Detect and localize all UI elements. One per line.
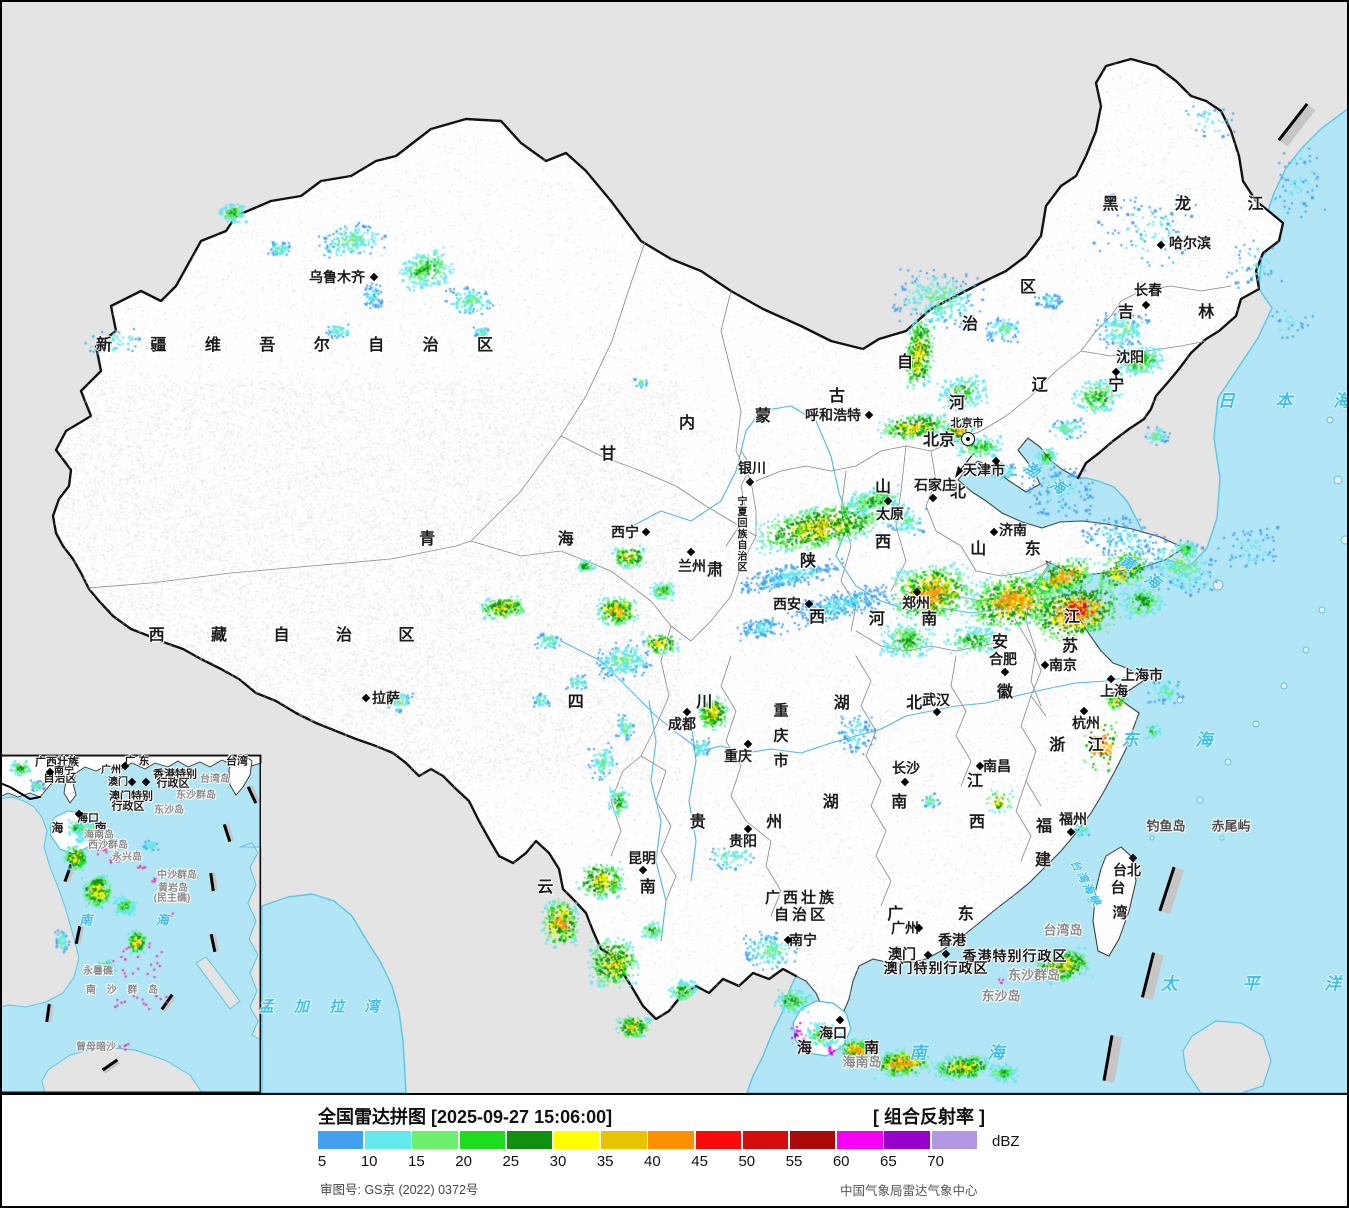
- palette-segment: [884, 1131, 930, 1149]
- palette-tick: 60: [832, 1153, 850, 1170]
- legend-panel: 全国雷达拼图 [2025-09-27 15:06:00] [ 组合反射率 ] d…: [0, 1093, 1349, 1208]
- palette-segment: [601, 1131, 647, 1149]
- palette-segment: [365, 1131, 411, 1149]
- palette-tick: 70: [927, 1153, 944, 1170]
- palette-segment: [837, 1131, 883, 1149]
- palette-tick: 35: [596, 1153, 614, 1170]
- palette-segment: [790, 1131, 836, 1149]
- palette-segment: [931, 1131, 977, 1149]
- product-name-label: [ 组合反射率 ]: [873, 1107, 985, 1127]
- palette-tick: 5: [317, 1153, 327, 1170]
- palette-segment: [459, 1131, 505, 1149]
- palette-bar: [318, 1131, 979, 1149]
- map-title: 全国雷达拼图 [2025-09-27 15:06:00]: [318, 1107, 613, 1127]
- palette-segment: [412, 1131, 458, 1149]
- palette-tick: 25: [502, 1153, 520, 1170]
- palette-tick: 30: [549, 1153, 567, 1170]
- palette-segment: [554, 1131, 600, 1149]
- radar-mosaic-map: 黑 龙 江吉 林辽 宁内蒙古自治区河北山西山 东河 南江苏安徽浙 江江西福建湖 …: [0, 0, 1349, 1093]
- palette-tick: 20: [455, 1153, 472, 1170]
- palette-unit-label: dBZ: [992, 1133, 1020, 1150]
- palette-tick: 45: [691, 1153, 708, 1170]
- palette-tick: 15: [408, 1153, 425, 1170]
- palette-segment: [742, 1131, 789, 1149]
- palette-segment: [695, 1131, 741, 1149]
- palette-tick: 50: [738, 1153, 756, 1170]
- palette-tick: 40: [644, 1153, 661, 1170]
- palette-tick: 55: [785, 1153, 803, 1170]
- approval-number: 审图号: GS京 (2022) 0372号: [320, 1183, 479, 1197]
- palette-tick: 65: [880, 1153, 897, 1170]
- palette-segment: [318, 1131, 364, 1149]
- agency-credit: 中国气象局雷达气象中心: [840, 1184, 978, 1198]
- palette-segment: [506, 1131, 553, 1149]
- palette-tick: 10: [360, 1153, 378, 1170]
- palette-segment: [648, 1131, 694, 1149]
- radar-echo-canvas: [0, 0, 1349, 1093]
